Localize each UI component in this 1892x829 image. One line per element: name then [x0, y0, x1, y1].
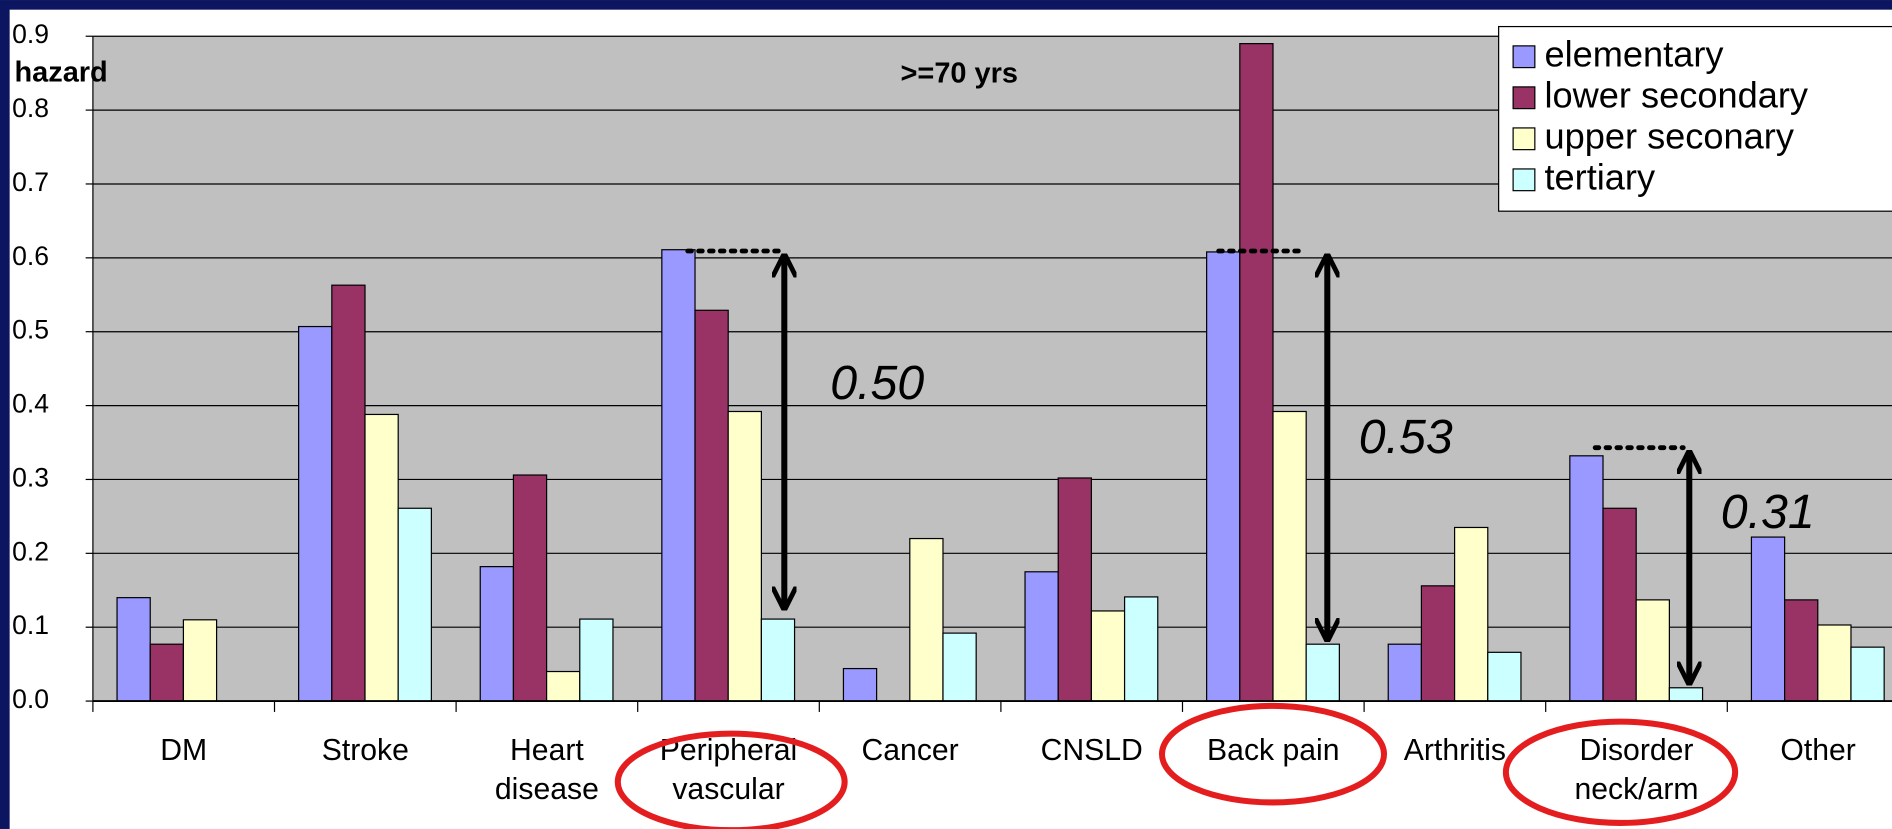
bar: [397, 507, 432, 702]
bar: [1090, 610, 1126, 702]
x-tick-label-box: Cancer: [861, 733, 959, 768]
bar: [1487, 651, 1522, 702]
annotation-arrows: [685, 248, 1690, 681]
chart-title: >=70 yrs: [901, 57, 1018, 89]
x-tick-label-box: Disorder neck/arm: [1574, 733, 1699, 807]
y-tick-label: 0.8: [12, 93, 49, 123]
highlight-ellipse: [1502, 718, 1739, 826]
bar: [760, 618, 796, 702]
y-tick-label: 0.3: [12, 462, 49, 492]
x-tick-label: Disorder neck/arm: [1574, 733, 1699, 807]
legend-label: tertiary: [1544, 156, 1656, 197]
x-tick-label: Peripheral vascular: [659, 733, 798, 807]
legend-label: upper seconary: [1544, 115, 1794, 156]
bar: [661, 249, 696, 702]
legend-swatch: [1512, 45, 1536, 69]
highlight-circles: [614, 702, 1739, 829]
bar: [364, 413, 399, 702]
bar: [1668, 687, 1704, 702]
bar: [1024, 571, 1059, 702]
legend-swatch: [1512, 127, 1536, 151]
x-tick-label-box: Peripheral vascular: [659, 733, 798, 807]
bar: [1305, 643, 1340, 702]
bar: [116, 597, 151, 702]
legend-swatch: [1512, 168, 1536, 192]
highlight-ellipse: [614, 730, 848, 829]
x-tick-label-box: Arthritis: [1403, 733, 1507, 768]
bar: [727, 410, 762, 702]
bar: [1453, 526, 1489, 702]
x-tick-label-box: Heart disease: [494, 733, 599, 807]
x-tick-label-box: Stroke: [321, 733, 409, 768]
bar: [546, 670, 581, 702]
bar: [1569, 455, 1604, 702]
y-tick-label: 0.9: [12, 19, 49, 49]
bar: [331, 284, 366, 702]
bar: [1602, 507, 1637, 702]
annotation: 0.53: [1359, 410, 1453, 464]
x-tick-label: Arthritis: [1403, 733, 1507, 768]
x-tick-label: Back pain: [1207, 733, 1340, 768]
y-tick-label: 0.4: [12, 389, 49, 419]
bar: [512, 474, 548, 702]
y-tick-label: 0.6: [12, 241, 49, 271]
annotation: 0.50: [830, 356, 924, 410]
bar: [1057, 477, 1093, 702]
bar: [1635, 599, 1670, 702]
x-tick-label: Other: [1780, 733, 1856, 768]
bar: [1239, 43, 1274, 702]
bar: [1206, 251, 1241, 702]
y-tick-label: 0.0: [12, 684, 49, 714]
x-tick-label-box: Other: [1780, 733, 1856, 768]
bar: [579, 618, 614, 702]
x-tick-label: Stroke: [321, 733, 409, 768]
bar: [1750, 536, 1786, 702]
bar: [1850, 646, 1885, 702]
legend-swatch: [1512, 86, 1536, 110]
bar: [479, 566, 515, 702]
legend-label: lower secondary: [1544, 74, 1808, 115]
y-tick-label: 0.1: [12, 610, 49, 640]
x-tick-label-box: Back pain: [1207, 733, 1340, 768]
y-tick-label: 0.2: [12, 536, 49, 566]
x-tick-label: DM: [160, 733, 208, 768]
annotation: 0.31: [1721, 485, 1815, 539]
x-tick-label-box: CNSLD: [1040, 733, 1143, 768]
y-tick-label: 0.7: [12, 167, 49, 197]
x-tick-label: Heart disease: [494, 733, 599, 807]
x-tick-label: Cancer: [861, 733, 959, 768]
bar: [842, 667, 878, 702]
y-axis-label: hazard: [14, 56, 107, 88]
legend-box: [1498, 25, 1892, 212]
highlight-ellipse: [1158, 702, 1388, 806]
bar: [1784, 599, 1819, 702]
x-tick-label: CNSLD: [1040, 733, 1143, 768]
bar: [182, 619, 218, 702]
x-tick-label-box: DM: [160, 733, 208, 768]
bar: [942, 632, 977, 702]
bar: [1387, 643, 1423, 702]
bar: [694, 309, 729, 702]
bar: [1123, 596, 1159, 702]
bar: [149, 643, 185, 702]
legend-label: elementary: [1544, 33, 1724, 74]
bar: [298, 325, 333, 702]
y-tick-label: 0.5: [12, 315, 49, 345]
bar: [1420, 585, 1456, 702]
bar: [909, 537, 944, 702]
bar: [1272, 410, 1307, 702]
bar: [1817, 624, 1852, 702]
